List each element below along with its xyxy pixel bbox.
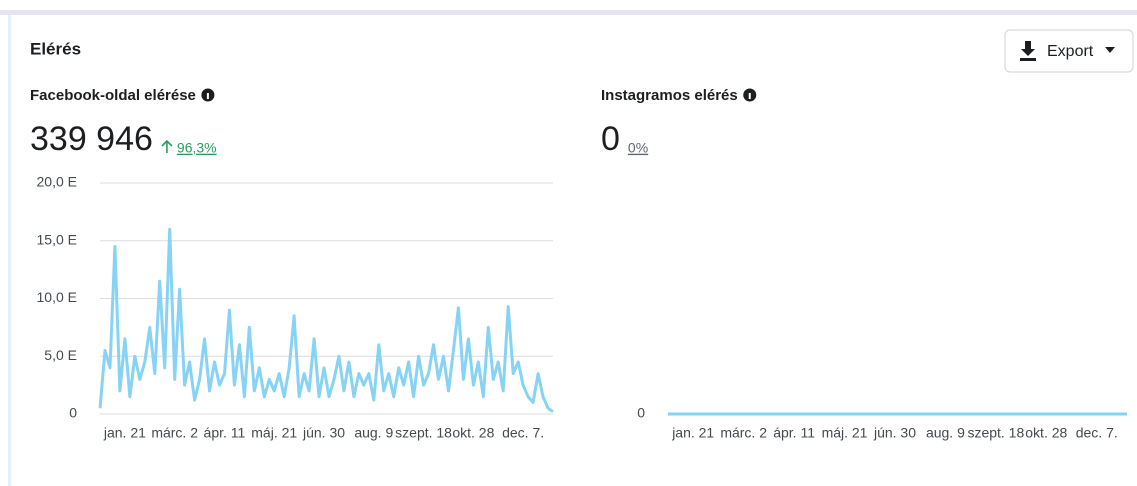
chart-subtitle: Facebook-oldal elérése <box>30 87 196 104</box>
x-tick-label: jún. 30 <box>873 425 916 441</box>
y-tick-label: 15,0 E <box>37 231 77 247</box>
x-tick-label: jan. 21 <box>671 425 714 441</box>
y-tick-label: 0 <box>637 405 645 421</box>
download-icon <box>1020 41 1036 61</box>
y-tick-label: 20,0 E <box>37 174 77 190</box>
y-tick-label: 10,0 E <box>37 289 77 305</box>
left-border <box>8 15 11 486</box>
x-tick-label: ápr. 11 <box>773 425 815 441</box>
x-tick-label: ápr. 11 <box>204 425 246 441</box>
x-tick-label: szept. 18 <box>967 425 1024 441</box>
card-title: Elérés <box>30 39 81 58</box>
y-tick-label: 5,0 E <box>44 347 77 363</box>
x-tick-label: jan. 21 <box>103 425 146 441</box>
x-tick-label: dec. 7. <box>502 425 544 441</box>
export-button[interactable]: Export <box>1004 29 1134 73</box>
info-icon-mark <box>748 93 751 99</box>
chart-subtitle: Instagramos elérés <box>601 87 738 104</box>
x-tick-label: okt. 28 <box>452 425 494 441</box>
change-value: 96,3% <box>177 140 217 156</box>
change-value: 0% <box>628 140 648 156</box>
x-tick-label: máj. 21 <box>251 425 297 441</box>
x-tick-label: dec. 7. <box>1076 425 1118 441</box>
up-arrow <box>161 139 173 153</box>
info-icon-mark <box>206 93 209 99</box>
x-tick-label: márc. 2 <box>720 425 767 441</box>
top-border <box>0 10 1137 15</box>
x-tick-label: jún. 30 <box>302 425 345 441</box>
x-tick-label: márc. 2 <box>151 425 198 441</box>
x-tick-label: szept. 18 <box>395 425 452 441</box>
x-tick-label: aug. 9 <box>926 425 965 441</box>
x-tick-label: aug. 9 <box>354 425 393 441</box>
y-tick-label: 0 <box>69 405 77 421</box>
export-label[interactable]: Export <box>1047 43 1094 60</box>
total-value: 339 946 <box>30 120 153 158</box>
total-value: 0 <box>601 120 620 158</box>
export-box[interactable] <box>1004 29 1134 73</box>
data-line <box>98 227 554 413</box>
dropdown-icon <box>1105 47 1115 53</box>
x-tick-label: okt. 28 <box>1025 425 1067 441</box>
x-tick-label: máj. 21 <box>822 425 868 441</box>
